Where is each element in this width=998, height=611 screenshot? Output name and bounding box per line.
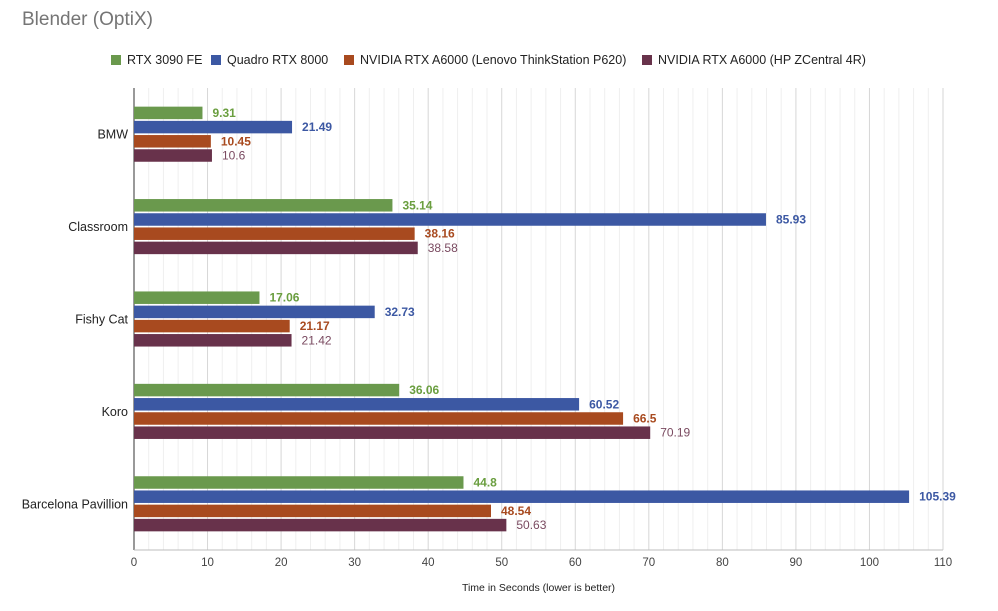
data-label: 21.49 [302,120,332,134]
chart-legend: RTX 3090 FE Quadro RTX 8000 NVIDIA RTX A… [0,51,998,71]
legend-swatch-icon [642,55,652,65]
data-label: 36.06 [409,383,439,397]
bar [134,227,415,240]
data-label: 21.42 [302,333,332,347]
data-label: 60.52 [589,397,619,411]
x-tick-label: 70 [642,557,655,569]
x-tick-label: 60 [569,557,582,569]
x-tick-label: 90 [790,557,803,569]
legend-label: NVIDIA RTX A6000 (Lenovo ThinkStation P6… [360,53,627,67]
bar [134,106,203,120]
data-label: 9.31 [212,106,236,120]
x-axis-title: Time in Seconds (lower is better) [462,582,615,594]
data-label: 44.8 [473,476,497,490]
category-label: Classroom [68,220,128,234]
x-tick-label: 110 [934,557,952,569]
x-tick-label: 80 [716,557,729,569]
data-label: 17.06 [269,291,299,305]
data-label: 10.45 [221,134,251,148]
x-tick-label: 0 [131,557,137,569]
x-tick-label: 40 [422,557,435,569]
category-label: Koro [102,405,128,419]
bar [134,476,464,489]
data-label: 48.54 [501,504,531,518]
bar [134,398,580,411]
chart-title: Blender (OptiX) [22,9,153,30]
data-label: 35.14 [402,198,432,212]
data-label: 21.17 [300,319,330,333]
data-label: 105.39 [919,490,956,504]
bar [134,135,211,148]
data-label: 38.16 [425,227,455,241]
legend-item-quadro-rtx-8000: Quadro RTX 8000 [211,51,328,69]
x-tick-label: 30 [348,557,361,569]
bar [134,426,651,439]
data-label: 32.73 [385,305,415,319]
bar [134,291,260,304]
bar [134,241,418,255]
bar [134,199,393,212]
bar [134,120,293,134]
bar [134,518,507,532]
x-tick-label: 10 [201,557,214,569]
bar [134,149,212,162]
legend-swatch-icon [211,55,221,65]
legend-swatch-icon [111,55,121,65]
bar [134,490,910,503]
category-label: Fishy Cat [75,313,128,327]
bar [134,213,766,226]
data-label: 38.58 [428,241,458,255]
category-label: Barcelona Pavillion [22,497,128,511]
legend-label: NVIDIA RTX A6000 (HP ZCentral 4R) [658,53,866,67]
x-tick-label: 100 [860,557,879,569]
bar [134,305,375,319]
x-tick-label: 20 [275,557,288,569]
legend-item-a6000-hp: NVIDIA RTX A6000 (HP ZCentral 4R) [642,51,866,69]
bar [134,383,400,397]
legend-swatch-icon [344,55,354,65]
data-label: 50.63 [516,518,546,532]
x-tick-label: 50 [495,557,508,569]
bar [134,334,292,347]
data-label: 85.93 [776,213,806,227]
data-label: 66.5 [633,412,657,426]
data-label: 70.19 [660,426,690,440]
bar [134,412,624,425]
bar [134,319,290,333]
legend-item-a6000-lenovo: NVIDIA RTX A6000 (Lenovo ThinkStation P6… [344,51,626,69]
category-label: BMW [97,128,128,142]
legend-label: RTX 3090 FE [127,53,203,67]
bar [134,504,491,518]
data-label: 10.6 [222,149,246,163]
legend-label: Quadro RTX 8000 [227,53,329,67]
legend-item-rtx-3090-fe: RTX 3090 FE [111,51,203,69]
